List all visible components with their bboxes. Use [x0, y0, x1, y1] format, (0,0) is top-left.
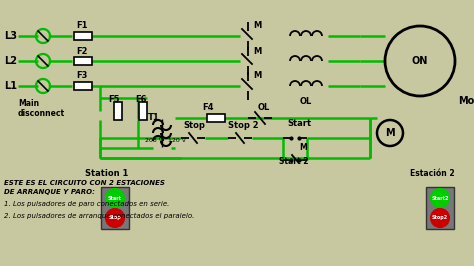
Circle shape: [106, 189, 124, 207]
Text: Stop2: Stop2: [432, 215, 448, 221]
Text: L2: L2: [4, 56, 17, 66]
Text: Start 2: Start 2: [279, 157, 309, 167]
FancyBboxPatch shape: [101, 187, 129, 229]
Text: M: M: [385, 128, 395, 138]
Text: DE ARRANQUE Y PARO:: DE ARRANQUE Y PARO:: [4, 189, 95, 195]
Text: Start: Start: [108, 196, 122, 201]
Text: Main: Main: [18, 99, 39, 109]
Text: M: M: [253, 22, 261, 31]
Text: OL: OL: [300, 97, 312, 106]
Text: F5: F5: [108, 94, 119, 103]
Text: 120 V: 120 V: [168, 139, 186, 143]
Circle shape: [106, 209, 124, 227]
Text: Stop: Stop: [183, 122, 205, 131]
FancyBboxPatch shape: [74, 32, 92, 40]
FancyBboxPatch shape: [74, 82, 92, 90]
Text: OL: OL: [258, 103, 270, 113]
Text: F3: F3: [76, 72, 87, 81]
Text: Start: Start: [287, 119, 311, 128]
Text: Station 1: Station 1: [85, 169, 128, 178]
Text: F2: F2: [76, 47, 88, 56]
Text: Motor: Motor: [458, 96, 474, 106]
Text: F1: F1: [76, 22, 88, 31]
Circle shape: [431, 209, 449, 227]
Text: 208 V: 208 V: [145, 139, 163, 143]
Text: disconnect: disconnect: [18, 109, 65, 118]
Text: Estación 2: Estación 2: [410, 169, 454, 178]
Text: M: M: [253, 72, 261, 81]
Text: 1. Los pulsadores de paro conectados en serie.: 1. Los pulsadores de paro conectados en …: [4, 201, 169, 207]
Text: M: M: [253, 47, 261, 56]
Text: T1: T1: [148, 114, 160, 123]
Text: Stop 2: Stop 2: [228, 122, 259, 131]
Text: Start2: Start2: [431, 196, 449, 201]
Text: F6: F6: [135, 94, 146, 103]
Circle shape: [431, 189, 449, 207]
Text: M: M: [299, 143, 307, 152]
Text: L1: L1: [4, 81, 17, 91]
Text: 2. Los pulsadores de arranque conectados el paralelo.: 2. Los pulsadores de arranque conectados…: [4, 213, 194, 219]
Text: F4: F4: [202, 103, 213, 113]
Text: ESTE ES EL CIRCUITO CON 2 ESTACIONES: ESTE ES EL CIRCUITO CON 2 ESTACIONES: [4, 180, 165, 186]
FancyBboxPatch shape: [139, 102, 147, 120]
FancyBboxPatch shape: [114, 102, 122, 120]
Text: Stop: Stop: [109, 215, 121, 221]
FancyBboxPatch shape: [74, 57, 92, 65]
FancyBboxPatch shape: [207, 114, 225, 122]
Text: L3: L3: [4, 31, 17, 41]
Text: ON: ON: [412, 56, 428, 66]
FancyBboxPatch shape: [426, 187, 454, 229]
